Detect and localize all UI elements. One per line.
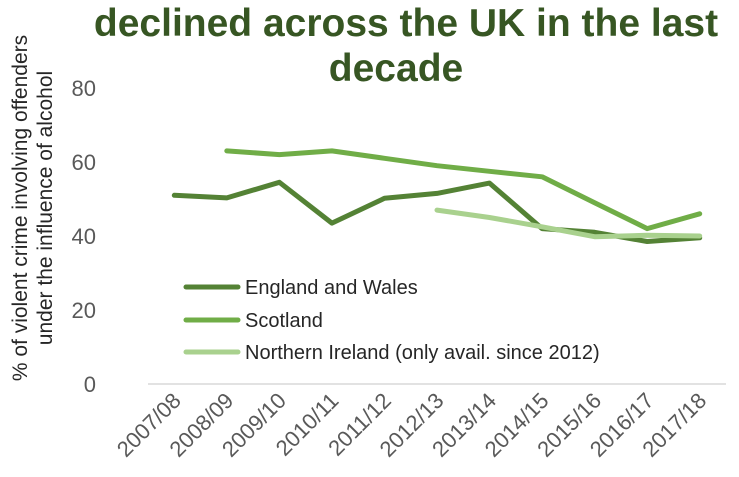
y-tick-label: 80 (72, 76, 96, 101)
y-tick-label: 60 (72, 150, 96, 175)
y-axis-label: % of violent crime involving offenders u… (9, 35, 57, 381)
legend-label: England and Wales (245, 277, 418, 299)
chart-title: declined across the UK in the last decad… (94, 2, 718, 90)
y-axis-label-line-2: under the influence of alcohol (34, 71, 57, 345)
y-tick-label: 20 (72, 298, 96, 323)
legend: England and Wales Scotland Northern Irelan… (183, 277, 600, 364)
series-line-2 (224, 148, 703, 232)
y-tick-label: 0 (84, 372, 96, 397)
y-axis-label-line-1: % of violent crime involving offenders (9, 35, 32, 381)
x-axis-ticks: 2007/082008/092009/102010/112011/122012/… (112, 388, 711, 462)
chart-title-line-2: decade (329, 47, 463, 90)
y-axis-ticks: 0 20 40 60 80 (72, 76, 96, 397)
legend-label: Northern Ireland (only avail. since 2012… (245, 342, 600, 364)
y-tick-label: 40 (72, 224, 96, 249)
legend-label: Scotland (245, 310, 323, 332)
series-line-3 (434, 207, 703, 240)
series-lines (171, 148, 703, 244)
chart-title-line-1: declined across the UK in the last (94, 2, 718, 45)
